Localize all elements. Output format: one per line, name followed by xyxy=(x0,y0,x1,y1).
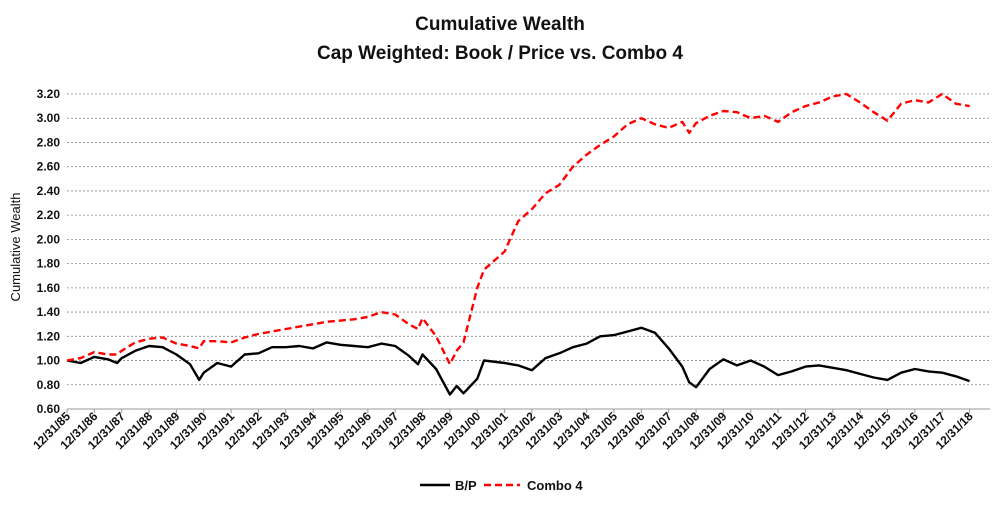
series-line-combo-4 xyxy=(66,92,970,366)
chart-title: Cumulative Wealth xyxy=(415,14,585,35)
y-tick-label: 1.00 xyxy=(37,354,61,368)
legend: B/P Combo 4 xyxy=(420,478,583,493)
y-tick-label: 2.40 xyxy=(37,184,61,198)
y-tick-label: 2.80 xyxy=(37,135,61,149)
gridlines xyxy=(67,93,990,410)
y-tick-label: 2.60 xyxy=(37,160,61,174)
y-axis-ticks: 0.60 0.80 1.00 1.20 1.40 1.60 1.80 2.00 2.20 2.40… xyxy=(37,87,61,416)
series-lines xyxy=(66,92,970,396)
y-tick-label: 1.60 xyxy=(37,281,61,295)
y-tick-label: 2.00 xyxy=(37,232,61,246)
legend-label: B/P xyxy=(455,478,477,493)
chart-subtitle: Cap Weighted: Book / Price vs. Combo 4 xyxy=(317,43,683,64)
series-line-b-p xyxy=(66,326,970,396)
y-tick-label: 2.20 xyxy=(37,208,61,222)
y-tick-label: 1.20 xyxy=(37,329,61,343)
y-tick-label: 3.20 xyxy=(37,87,61,101)
y-tick-label: 1.80 xyxy=(37,257,61,271)
y-tick-label: 0.60 xyxy=(37,402,61,416)
x-axis-ticks: 12/31/8512/31/8612/31/8712/31/8812/31/89… xyxy=(30,409,976,452)
y-tick-label: 0.80 xyxy=(37,378,61,392)
y-tick-label: 3.00 xyxy=(37,111,61,125)
y-axis-label: Cumulative Wealth xyxy=(8,193,23,302)
y-tick-label: 1.40 xyxy=(37,305,61,319)
legend-label: Combo 4 xyxy=(527,478,583,493)
